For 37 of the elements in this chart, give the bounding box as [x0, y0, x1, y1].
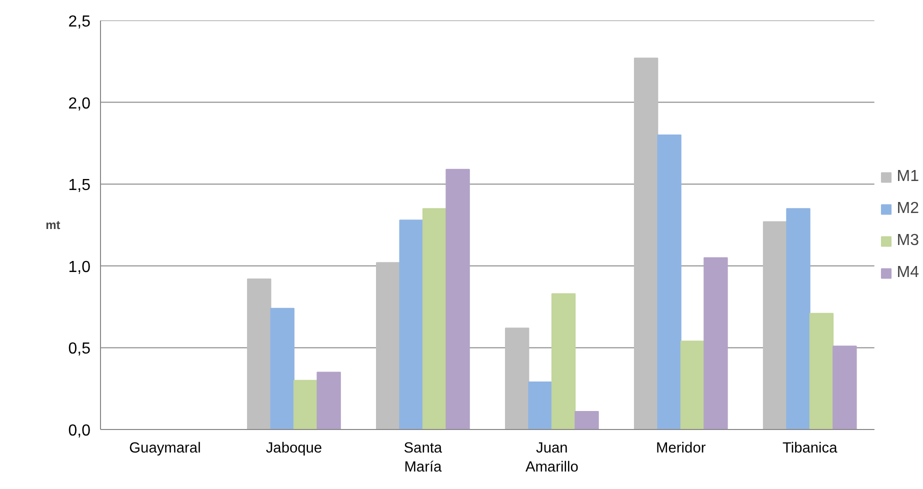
- bar: [680, 340, 705, 430]
- y-tick-label: 1,0: [68, 258, 91, 276]
- bar: [504, 328, 530, 430]
- bar: [446, 168, 470, 430]
- bar: [422, 208, 447, 430]
- bar: [574, 411, 599, 430]
- legend-label: M4: [896, 264, 919, 282]
- bar: [247, 278, 272, 430]
- legend-label: M3: [896, 232, 919, 250]
- bar: [657, 134, 682, 430]
- bar: [704, 257, 728, 430]
- bar: [528, 382, 552, 430]
- y-tick-label: 2,5: [68, 14, 91, 30]
- y-tick-label: 0,0: [68, 422, 91, 440]
- bar: [762, 221, 788, 430]
- x-tick-label: Tibanica: [782, 440, 838, 456]
- x-tick-label: Meridor: [656, 440, 706, 456]
- y-axis-title: mt: [46, 218, 60, 232]
- y-tick-label: 1,5: [68, 177, 91, 194]
- legend-label: M1: [896, 168, 919, 186]
- bar: [316, 372, 341, 430]
- x-tick-label: Santa María: [404, 440, 443, 476]
- y-tick-label: 0,5: [68, 340, 91, 358]
- bar: [634, 58, 658, 430]
- bar: [809, 312, 834, 430]
- bar: [270, 308, 294, 430]
- x-tick-label: Guaymaral: [129, 440, 201, 456]
- bar: [551, 293, 576, 430]
- x-tick-label: Jaboque: [266, 440, 322, 456]
- bar: [832, 346, 857, 430]
- y-tick-label: 2,0: [68, 95, 91, 112]
- bar: [786, 208, 810, 430]
- bar: [293, 380, 318, 430]
- bar: [399, 220, 424, 430]
- bar: [376, 262, 400, 430]
- legend-label: M2: [896, 200, 919, 218]
- x-tick-label: Juan Amarillo: [525, 440, 578, 476]
